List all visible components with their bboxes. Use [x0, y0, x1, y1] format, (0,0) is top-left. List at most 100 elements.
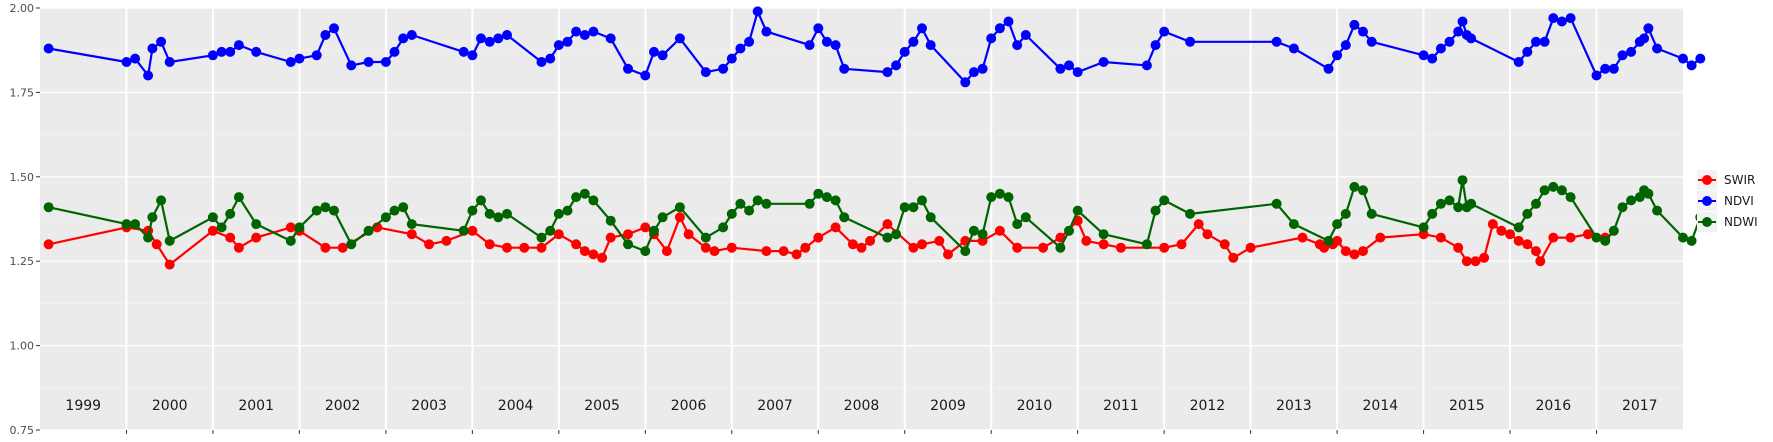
ndwi-point	[346, 239, 357, 250]
ndvi-point	[285, 57, 296, 67]
swir-point	[337, 242, 348, 253]
swir-point	[1522, 239, 1533, 250]
ndvi-point	[43, 43, 54, 54]
ndvi-point	[588, 26, 599, 37]
ndwi-point	[752, 195, 763, 206]
swir-point	[1582, 229, 1593, 240]
ndvi-point	[156, 36, 167, 47]
legend-label-ndwi: NDWI	[1724, 215, 1758, 229]
minor-gridlines	[40, 49, 1683, 389]
ndvi-point	[761, 26, 772, 37]
ndwi-point	[493, 212, 504, 223]
ndvi-point	[1332, 50, 1343, 61]
swir-point	[251, 232, 262, 243]
ndvi-point	[207, 50, 218, 61]
ndvi-point	[467, 50, 478, 61]
ndwi-point	[1548, 181, 1559, 192]
ndwi-point	[994, 188, 1005, 199]
ndvi-point	[813, 23, 824, 34]
ndwi-point	[1098, 229, 1109, 240]
swir-point	[1535, 256, 1546, 267]
ndvi-point	[1522, 46, 1533, 57]
ndwi-point	[1020, 212, 1031, 223]
y-tick-label: 1.50	[10, 171, 35, 184]
ndwi-point	[908, 202, 919, 213]
year-label: 2015	[1449, 398, 1485, 414]
y-axis: 0.75 1.00 1.25 1.50 1.75 2.00	[10, 2, 40, 437]
ndvi-point	[458, 46, 469, 57]
ndvi-point	[1150, 40, 1161, 51]
ndvi-point	[1427, 53, 1438, 64]
ndvi-point	[735, 43, 746, 54]
year-labels: 1999 2000 2001 2002 2003 2004 2005 2006 2007 2008…	[65, 398, 1657, 414]
ndvi-point	[1591, 70, 1602, 81]
ndwi-point	[968, 225, 979, 236]
ndwi-point	[839, 212, 850, 223]
year-label: 2007	[757, 398, 793, 414]
swir-point	[536, 242, 547, 253]
swir-point	[1505, 229, 1516, 240]
ndvi-point	[1678, 53, 1688, 64]
ndwi-point	[1427, 208, 1438, 219]
ndvi-point	[251, 46, 262, 57]
ndvi-point	[977, 63, 988, 74]
ndvi-point	[1466, 33, 1477, 44]
ndvi-point	[121, 57, 132, 67]
ndwi-point	[406, 219, 417, 230]
legend-item-swir: SWIR	[1697, 170, 1755, 190]
ndvi-point	[1556, 16, 1567, 27]
ndvi-point	[1003, 16, 1014, 27]
ndvi-point	[1652, 43, 1663, 54]
ndwi-point	[1444, 195, 1455, 206]
ndvi-point	[1453, 26, 1464, 37]
ndwi-point	[1453, 202, 1464, 213]
swir-point	[761, 246, 772, 257]
ndwi-point	[164, 235, 175, 246]
ndvi-point	[899, 46, 910, 57]
ndwi-point	[640, 246, 651, 257]
year-label: 2014	[1363, 398, 1399, 414]
ndvi-point	[839, 63, 850, 74]
swir-point	[882, 219, 893, 230]
ndvi-point	[1686, 60, 1697, 71]
ndwi-point	[1522, 208, 1533, 219]
swir-point	[661, 246, 672, 257]
ndvi-point	[216, 46, 227, 57]
year-label: 2006	[671, 398, 707, 414]
ndvi-point	[917, 23, 927, 34]
ndvi-point	[649, 46, 659, 57]
swir-point	[847, 239, 858, 250]
ndvi-point	[1418, 50, 1429, 61]
ndvi-point	[476, 33, 486, 44]
ndvi-point	[968, 67, 979, 78]
swir-point	[683, 229, 694, 240]
swir-point	[1332, 235, 1343, 246]
ndwi-point	[156, 195, 167, 206]
swir-point	[553, 229, 564, 240]
ndwi-point	[649, 225, 659, 236]
ndvi-point	[579, 30, 590, 40]
ndvi-point	[605, 33, 616, 44]
y-tick-label: 1.25	[10, 255, 35, 268]
ndwi-point	[1652, 205, 1663, 216]
ndwi-point	[147, 212, 158, 223]
ndvi-point	[1617, 50, 1628, 61]
ndwi-point	[1678, 232, 1688, 243]
ndwi-point	[761, 198, 772, 209]
swir-point	[726, 242, 737, 253]
swir-point	[1012, 242, 1023, 253]
swir-point	[1435, 232, 1446, 243]
ndwi-point	[251, 219, 262, 230]
ndvi-point	[225, 46, 236, 57]
ndwi-point	[130, 219, 141, 230]
swir-point	[1358, 246, 1368, 257]
ndvi-point	[493, 33, 504, 44]
ndwi-point	[398, 202, 409, 213]
ndwi-point	[925, 212, 936, 223]
ndwi-point	[1072, 205, 1083, 216]
swir-point	[233, 242, 244, 253]
ndvi-point	[1643, 23, 1654, 34]
swir-point	[597, 252, 608, 263]
ndvi-point	[1012, 40, 1023, 51]
ndvi-point	[1695, 53, 1706, 64]
